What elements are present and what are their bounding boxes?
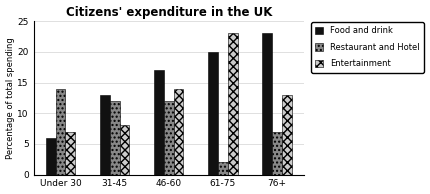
- Bar: [272, 132, 282, 175]
- Bar: [228, 33, 238, 175]
- Bar: [218, 162, 228, 175]
- Bar: [46, 138, 56, 175]
- Bar: [262, 33, 272, 175]
- Bar: [110, 101, 120, 175]
- Bar: [164, 101, 174, 175]
- Bar: [154, 70, 164, 175]
- Bar: [100, 95, 110, 175]
- Bar: [209, 52, 218, 175]
- Legend: Food and drink, Restaurant and Hotel, Entertainment: Food and drink, Restaurant and Hotel, En…: [311, 22, 424, 73]
- Bar: [282, 95, 292, 175]
- Y-axis label: Percentage of total spending: Percentage of total spending: [6, 37, 15, 159]
- Bar: [65, 132, 75, 175]
- Title: Citizens' expenditure in the UK: Citizens' expenditure in the UK: [66, 6, 272, 19]
- Bar: [174, 89, 184, 175]
- Bar: [120, 126, 129, 175]
- Bar: [56, 89, 65, 175]
